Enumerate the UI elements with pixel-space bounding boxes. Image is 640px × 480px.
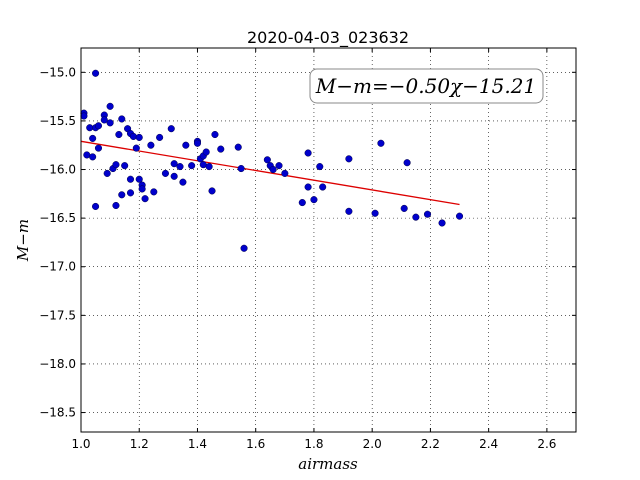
x-tick-label: 1.8: [304, 437, 323, 451]
data-point: [182, 141, 190, 149]
data-point: [208, 187, 216, 195]
data-point: [412, 213, 420, 221]
data-point: [112, 161, 120, 169]
x-tick-label: 2.4: [479, 437, 498, 451]
y-tick-labels: −15.0 −15.5 −16.0 −16.5 −17.0 −17.5 −18.0 −18.5: [39, 65, 76, 419]
data-point: [263, 156, 271, 164]
data-point: [147, 141, 155, 149]
plot-frame: [80, 47, 577, 433]
data-point: [132, 144, 140, 152]
data-point: [400, 204, 408, 212]
data-point: [156, 133, 164, 141]
data-point: [161, 169, 169, 177]
annotation-box: [309, 68, 544, 104]
x-tick-label: 2.2: [421, 437, 440, 451]
y-axis-label: M−m: [14, 219, 32, 262]
data-point: [92, 69, 100, 77]
data-point: [126, 175, 135, 183]
data-point: [234, 143, 242, 151]
data-point: [240, 244, 248, 252]
data-point: [304, 149, 312, 157]
data-point: [423, 210, 432, 218]
x-tick-label: 1.2: [130, 437, 149, 451]
grid: [80, 48, 576, 432]
chart-title: 2020-04-03_023632: [247, 28, 409, 48]
data-point: [275, 162, 283, 170]
fit-equation-box: M−m=−0.50χ−15.21: [309, 68, 544, 104]
data-point: [89, 153, 97, 161]
y-tick-label: −18.5: [39, 406, 76, 420]
data-point: [179, 178, 187, 186]
data-point: [455, 212, 464, 220]
y-tick-label: −15.5: [39, 114, 76, 128]
data-point: [345, 155, 353, 163]
data-point: [106, 102, 114, 110]
data-point: [319, 183, 327, 191]
data-point: [304, 183, 312, 191]
data-point: [193, 139, 202, 147]
x-axis-label: airmass: [298, 455, 358, 473]
data-point: [100, 116, 108, 124]
data-point: [118, 191, 126, 199]
data-point: [121, 162, 129, 170]
data-point: [377, 139, 385, 147]
data-point: [135, 175, 143, 183]
data-point: [167, 125, 175, 133]
y-tick-label: −16.0: [39, 163, 76, 177]
data-point: [298, 199, 306, 207]
data-point: [176, 163, 184, 171]
data-point: [170, 160, 178, 168]
data-point: [94, 144, 103, 152]
data-point: [129, 132, 137, 141]
data-point: [106, 119, 114, 127]
y-tick-label: −17.5: [39, 308, 76, 322]
data-point: [211, 130, 219, 139]
y-tick-label: −18.0: [39, 357, 76, 371]
data-point: [281, 169, 289, 177]
data-point: [188, 162, 196, 170]
data-point: [269, 165, 277, 174]
data-point: [80, 112, 88, 120]
x-tick-label: 1.0: [71, 437, 90, 451]
data-point: [94, 122, 103, 130]
data-point: [141, 195, 149, 203]
data-point: [92, 202, 100, 211]
data-point: [89, 134, 97, 142]
fit-equation: M−m=−0.50χ−15.21: [315, 74, 536, 98]
y-tick-label: −16.5: [39, 211, 76, 225]
axis-ticks: [80, 48, 576, 432]
y-tick-label: −15.0: [39, 65, 76, 79]
x-tick-label: 1.4: [188, 437, 207, 451]
data-point: [115, 130, 123, 139]
data-point: [403, 159, 411, 167]
data-points: [80, 69, 464, 252]
data-point: [126, 189, 135, 197]
data-point: [118, 115, 126, 123]
data-point: [205, 163, 213, 171]
fit-line-group: [80, 140, 460, 206]
x-tick-label: 2.6: [537, 437, 556, 451]
data-point: [150, 188, 158, 196]
data-point: [438, 219, 446, 227]
data-point: [371, 209, 379, 217]
data-point: [237, 164, 245, 173]
data-point: [138, 185, 146, 193]
x-tick-label: 1.6: [246, 437, 265, 451]
data-point: [202, 148, 210, 156]
data-point: [310, 196, 318, 204]
data-point: [170, 172, 178, 180]
data-point: [316, 163, 324, 171]
fit-line: [80, 140, 460, 206]
data-point: [135, 133, 143, 141]
x-tick-labels: 1.0 1.2 1.4 1.6 1.8 2.0 2.2 2.4 2.6: [71, 437, 556, 451]
y-tick-label: −17.0: [39, 260, 76, 274]
data-point: [217, 145, 225, 153]
data-point: [345, 207, 353, 215]
x-tick-label: 2.0: [363, 437, 382, 451]
data-point: [103, 169, 111, 177]
data-point: [112, 201, 120, 210]
